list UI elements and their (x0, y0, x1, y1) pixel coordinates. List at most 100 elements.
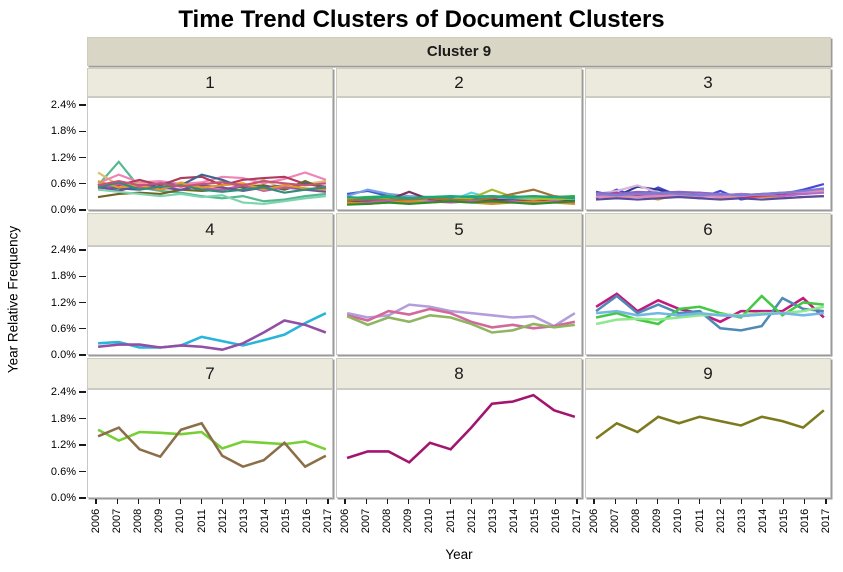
x-tick-mark (386, 499, 388, 504)
x-tick-label: 2010 (423, 508, 436, 534)
x-tick-mark (804, 499, 806, 504)
x-tick-label: 2007 (111, 508, 124, 534)
series-line (346, 188, 576, 202)
x-tick-label: 2014 (507, 508, 520, 534)
outer-facet-strip: Cluster 9 (87, 37, 831, 66)
series-line (595, 292, 825, 324)
x-tick-mark (762, 499, 764, 504)
series-line (97, 421, 327, 469)
y-tick-mark (79, 417, 86, 420)
x-tick-mark (825, 499, 827, 504)
x-tick-label: 2007 (609, 508, 622, 534)
y-tick-label: 0.6% (50, 465, 76, 478)
x-tick-mark (576, 499, 578, 504)
facet-panel-6 (585, 246, 831, 355)
x-tick-mark (264, 499, 266, 504)
x-tick-label: 2014 (258, 508, 271, 534)
series-line (595, 195, 824, 201)
series-line (346, 393, 576, 464)
x-tick-label: 2016 (300, 508, 313, 534)
x-tick-mark (555, 499, 557, 504)
series-line (98, 312, 327, 349)
series-line (97, 181, 327, 194)
x-tick-mark (344, 499, 346, 504)
x-tick-label: 2010 (672, 508, 685, 534)
facet-panel-2 (336, 97, 582, 210)
x-axis-title: Year (445, 547, 473, 562)
y-tick-label: 2.4% (50, 99, 76, 111)
series-line (595, 309, 824, 318)
x-tick-label: 2015 (279, 508, 292, 534)
series-line (346, 314, 575, 334)
facet-strip-2: 2 (336, 68, 582, 97)
x-tick-mark (327, 499, 329, 504)
y-tick-mark (79, 470, 86, 473)
x-tick-label: 2008 (381, 508, 394, 534)
y-tick-label: 1.2% (50, 296, 76, 309)
y-tick-label: 1.8% (50, 125, 76, 138)
x-tick-label: 2014 (756, 508, 769, 534)
y-tick-label: 0.0% (50, 492, 76, 504)
x-tick-label: 2017 (322, 508, 334, 534)
y-tick-mark (79, 328, 86, 330)
facet-strip-1: 1 (87, 68, 333, 97)
y-tick-mark (79, 209, 86, 211)
x-tick-label: 2016 (798, 508, 811, 534)
x-tick-mark (783, 499, 785, 504)
facet-panel-5 (336, 246, 582, 355)
x-tick-label: 2013 (486, 508, 499, 534)
x-tick-mark (158, 499, 160, 504)
x-tick-mark (243, 499, 245, 504)
x-tick-label: 2017 (820, 508, 832, 534)
x-tick-mark (513, 499, 515, 504)
y-tick-label: 1.8% (50, 412, 76, 425)
facet-panel-7 (87, 389, 333, 498)
x-tick-label: 2011 (693, 509, 706, 533)
x-tick-mark (306, 499, 308, 504)
y-axis-title: Year Relative Frequency (5, 225, 21, 374)
y-tick-mark (79, 104, 86, 106)
x-tick-label: 2012 (465, 508, 478, 534)
x-tick-mark (677, 499, 679, 504)
facet-panel-1 (87, 97, 333, 210)
x-tick-mark (137, 499, 139, 504)
y-tick-label: 1.2% (50, 439, 76, 451)
facet-strip-4: 4 (87, 213, 333, 246)
x-tick-label: 2009 (402, 508, 415, 534)
x-tick-label: 2017 (571, 508, 583, 534)
x-tick-label: 2013 (735, 508, 748, 534)
x-tick-mark (614, 499, 616, 504)
x-tick-label: 2013 (237, 508, 250, 534)
x-tick-mark (407, 499, 409, 504)
series-line (595, 409, 825, 440)
facet-strip-6: 6 (585, 213, 831, 246)
x-tick-label: 2012 (714, 508, 727, 534)
x-tick-mark (492, 499, 494, 504)
y-tick-mark (79, 354, 86, 356)
x-tick-label: 2010 (174, 508, 187, 534)
x-tick-mark (534, 499, 536, 504)
facet-strip-8: 8 (336, 358, 582, 389)
x-tick-mark (221, 499, 224, 504)
x-tick-label: 2009 (651, 508, 664, 534)
y-tick-mark (79, 497, 86, 499)
y-tick-label: 2.4% (50, 244, 76, 256)
y-tick-mark (79, 183, 86, 185)
y-tick-mark (79, 275, 86, 277)
series-line (346, 200, 575, 206)
facet-strip-3: 3 (585, 68, 831, 97)
y-tick-mark (79, 391, 86, 393)
x-tick-label: 2008 (132, 508, 145, 534)
x-tick-mark (656, 499, 658, 504)
y-tick-label: 0.6% (50, 322, 76, 335)
y-tick-label: 2.4% (50, 386, 76, 398)
y-tick-label: 1.8% (50, 270, 76, 283)
x-tick-mark (719, 499, 722, 504)
series-line (595, 294, 824, 332)
x-tick-mark (593, 499, 595, 504)
series-line (97, 179, 327, 188)
x-tick-label: 2009 (153, 508, 166, 534)
y-tick-mark (79, 249, 86, 251)
y-tick-label: 1.2% (50, 151, 76, 164)
